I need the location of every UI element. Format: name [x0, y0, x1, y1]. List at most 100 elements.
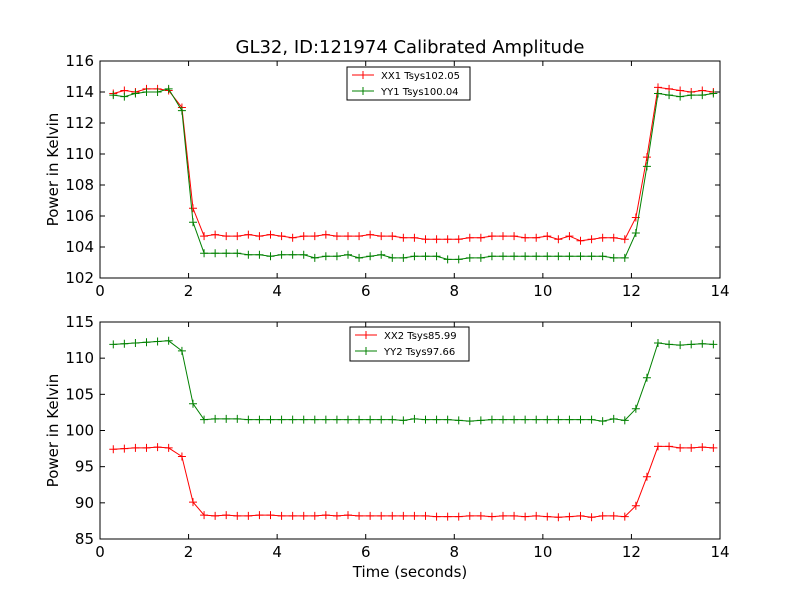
axes-frame — [99, 60, 721, 279]
data-point — [266, 230, 275, 239]
y-tick-label: 110 — [65, 145, 94, 163]
data-point — [344, 232, 352, 241]
data-point — [687, 340, 696, 349]
data-point — [277, 511, 286, 520]
data-point — [164, 84, 173, 93]
data-point — [654, 89, 662, 98]
data-point — [299, 511, 308, 520]
data-point — [142, 88, 151, 96]
data-point — [164, 336, 173, 345]
data-point — [676, 341, 685, 350]
top-panel: 0 2 4 6 8 10 12 14 102 104 106 108 110 112 114 116 Power… — [44, 52, 730, 300]
y-tick-label: 115 — [65, 313, 94, 331]
data-point — [521, 233, 530, 242]
data-point — [631, 404, 640, 413]
data-point — [332, 511, 341, 520]
chart-title: GL32, ID:121974 Calibrated Amplitude — [236, 37, 585, 58]
data-point — [388, 511, 397, 520]
data-point — [654, 338, 662, 347]
data-point — [131, 338, 140, 347]
data-point — [131, 443, 140, 452]
data-point — [698, 91, 707, 100]
data-point — [310, 415, 319, 424]
legend-swatch-marker — [359, 71, 367, 79]
data-point — [510, 511, 519, 520]
data-point — [576, 415, 585, 424]
data-point — [499, 232, 507, 241]
data-point — [366, 415, 375, 424]
data-point — [233, 232, 242, 241]
data-point — [255, 232, 264, 241]
data-point — [233, 414, 242, 423]
x-tick-label: 10 — [533, 543, 552, 561]
data-point — [410, 414, 419, 423]
data-point — [543, 512, 552, 521]
data-point — [388, 232, 397, 241]
data-point — [266, 415, 275, 424]
data-point — [200, 415, 209, 424]
data-point — [277, 250, 286, 259]
data-point — [476, 511, 485, 520]
data-point — [288, 250, 297, 259]
data-point — [177, 452, 186, 461]
data-point — [587, 513, 596, 522]
data-point — [222, 511, 231, 520]
data-point — [454, 416, 463, 425]
data-point — [189, 218, 197, 227]
data-point — [266, 511, 275, 520]
data-point — [510, 232, 519, 241]
data-point — [576, 511, 585, 520]
data-point — [355, 511, 364, 520]
y-tick-label: 85 — [75, 530, 94, 548]
data-point — [377, 232, 386, 241]
x-axis-label: Time (seconds) — [352, 563, 468, 581]
data-point — [244, 415, 253, 424]
data-point — [399, 511, 408, 520]
data-point — [487, 512, 496, 521]
data-point — [465, 511, 474, 520]
data-point — [576, 236, 585, 245]
plot-area — [109, 336, 718, 522]
data-point — [421, 235, 430, 244]
data-point — [109, 445, 118, 454]
y-axis-label: Power in Kelvin — [44, 113, 62, 227]
data-point — [543, 252, 552, 261]
data-point — [587, 415, 596, 424]
data-point — [609, 233, 618, 242]
y-tick-label: 100 — [65, 422, 94, 440]
data-point — [355, 232, 364, 241]
data-point — [510, 252, 519, 261]
data-point — [332, 415, 341, 424]
data-point — [277, 415, 286, 424]
data-point — [255, 250, 264, 259]
data-point — [510, 415, 519, 424]
data-point — [233, 511, 242, 520]
data-point — [355, 253, 364, 262]
data-point — [310, 511, 319, 520]
data-point — [189, 498, 197, 507]
data-point — [310, 253, 319, 262]
legend-box — [346, 66, 471, 101]
data-point — [321, 230, 330, 239]
data-point — [421, 415, 430, 424]
data-point — [255, 415, 264, 424]
data-point — [454, 512, 463, 521]
data-point — [565, 512, 574, 521]
data-point — [532, 511, 541, 520]
data-point — [244, 511, 253, 520]
x-tick-label: 0 — [95, 282, 105, 300]
data-point — [465, 253, 474, 262]
data-point — [532, 252, 541, 261]
x-tick-label: 2 — [184, 543, 194, 561]
data-point — [554, 252, 563, 261]
data-point — [211, 511, 220, 520]
data-point — [642, 162, 651, 171]
data-point — [554, 415, 563, 424]
data-point — [142, 338, 151, 347]
data-point — [410, 252, 419, 261]
data-point — [244, 230, 253, 239]
data-point — [222, 249, 231, 258]
x-tick-label: 4 — [272, 543, 282, 561]
data-point — [120, 92, 129, 101]
